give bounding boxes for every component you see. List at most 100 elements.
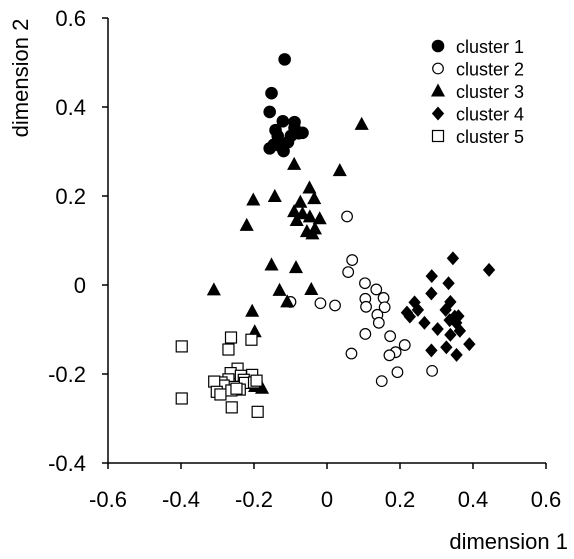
legend-marker: [431, 106, 445, 121]
data-point: [224, 331, 238, 344]
data-point: [296, 126, 309, 140]
data-point: [175, 340, 188, 353]
data-point: [443, 313, 456, 328]
x-axis-title: dimension 1: [449, 529, 568, 554]
data-point: [265, 86, 278, 100]
y-tick-label: -0.4: [48, 451, 86, 476]
series-cluster-2: [284, 210, 439, 388]
data-point: [278, 53, 291, 66]
y-tick-label: 0: [74, 273, 86, 298]
data-point: [342, 266, 355, 278]
data-point: [267, 188, 282, 202]
data-point: [277, 144, 290, 158]
data-point: [444, 294, 457, 309]
data-point: [425, 269, 438, 284]
data-point: [276, 114, 290, 128]
legend-item: cluster 3: [430, 82, 524, 102]
x-tick-label: 0.6: [531, 487, 562, 512]
x-tick-label: -0.6: [89, 487, 127, 512]
x-tick-label: -0.4: [162, 487, 200, 512]
data-point: [293, 194, 308, 208]
data-point: [264, 257, 279, 271]
data-point: [225, 401, 238, 414]
legend-item: cluster 2: [432, 60, 524, 80]
data-point: [384, 330, 397, 343]
data-point: [463, 337, 476, 352]
legend-label: cluster 2: [456, 60, 524, 80]
legend-item: cluster 4: [431, 105, 524, 125]
data-point: [346, 254, 359, 266]
data-point: [375, 375, 388, 388]
data-point: [222, 343, 235, 356]
data-point: [398, 339, 411, 351]
data-point: [288, 260, 304, 274]
data-point: [341, 210, 353, 223]
x-tick-label: -0.2: [235, 487, 273, 512]
data-point: [411, 302, 425, 317]
data-point: [440, 340, 453, 355]
data-point: [305, 226, 320, 240]
y-tick-label: 0.4: [55, 95, 86, 120]
data-point: [287, 156, 302, 170]
data-point: [418, 315, 431, 330]
data-point: [426, 364, 439, 377]
legend-label: cluster 1: [456, 37, 524, 57]
data-point: [239, 217, 254, 231]
legend-label: cluster 3: [456, 82, 524, 102]
data-point: [307, 191, 322, 205]
data-point: [453, 323, 467, 338]
data-point: [378, 301, 391, 314]
data-point: [287, 204, 302, 218]
series-cluster-5: [175, 331, 264, 418]
legend-marker: [431, 39, 445, 53]
data-point: [345, 347, 358, 360]
data-point: [246, 192, 261, 206]
data-point: [302, 180, 317, 194]
data-point: [250, 374, 263, 387]
data-point: [425, 286, 438, 301]
data-point: [289, 212, 304, 226]
y-axis-title: dimension 2: [8, 19, 33, 138]
data-point: [400, 305, 414, 320]
data-point: [329, 299, 341, 312]
data-point: [446, 251, 460, 266]
series-cluster-3: [206, 116, 369, 394]
data-point: [251, 405, 264, 418]
legend-marker: [430, 83, 446, 97]
data-point: [175, 392, 188, 405]
data-point: [444, 327, 457, 342]
data-point: [312, 211, 327, 225]
legend-item: cluster 1: [431, 37, 524, 57]
data-point: [359, 277, 371, 290]
y-tick-label: 0.6: [55, 6, 86, 31]
data-point: [332, 163, 347, 177]
data-point: [304, 281, 319, 295]
data-point: [359, 328, 372, 340]
data-point: [214, 388, 227, 401]
x-tick-label: 0: [321, 487, 333, 512]
legend-label: cluster 5: [456, 127, 524, 147]
data-point: [372, 316, 385, 329]
legend-item: cluster 5: [431, 127, 524, 147]
data-point: [425, 343, 438, 358]
data-point: [360, 300, 372, 313]
legend-label: cluster 4: [456, 105, 524, 125]
data-point: [354, 116, 369, 130]
data-point: [302, 209, 317, 223]
data-point: [452, 309, 465, 324]
data-point: [314, 297, 327, 310]
data-point: [208, 375, 221, 388]
data-point: [439, 302, 452, 317]
series-cluster-4: [400, 251, 496, 362]
data-point: [431, 322, 444, 337]
data-point: [482, 262, 496, 277]
data-point: [295, 206, 310, 220]
data-point: [245, 303, 260, 317]
data-point: [450, 347, 463, 362]
data-point: [230, 382, 243, 395]
data-point: [206, 282, 221, 296]
data-points: [175, 53, 496, 418]
